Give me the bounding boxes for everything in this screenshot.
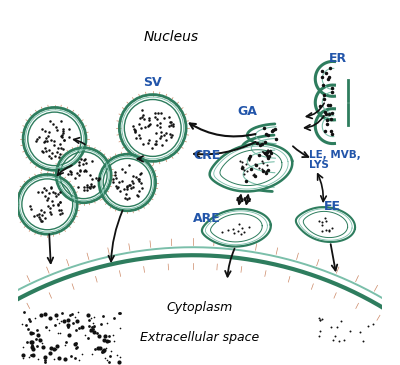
Polygon shape: [98, 153, 156, 212]
Polygon shape: [16, 173, 78, 235]
Text: LE, MVB,: LE, MVB,: [309, 150, 361, 160]
Polygon shape: [118, 93, 187, 162]
Polygon shape: [296, 207, 355, 242]
Text: EE: EE: [324, 200, 341, 213]
Polygon shape: [55, 147, 112, 204]
Text: Cytoplasm: Cytoplasm: [167, 301, 233, 314]
Text: ARE: ARE: [193, 212, 221, 225]
Polygon shape: [210, 144, 292, 192]
Text: SV: SV: [144, 76, 162, 89]
Text: LYS: LYS: [309, 160, 329, 170]
Text: GA: GA: [237, 105, 257, 118]
Text: ER: ER: [329, 52, 347, 65]
Text: Extracellular space: Extracellular space: [140, 331, 260, 343]
Text: CRE: CRE: [194, 149, 221, 162]
Text: Nucleus: Nucleus: [143, 30, 198, 44]
Polygon shape: [22, 106, 87, 172]
Polygon shape: [202, 209, 271, 247]
